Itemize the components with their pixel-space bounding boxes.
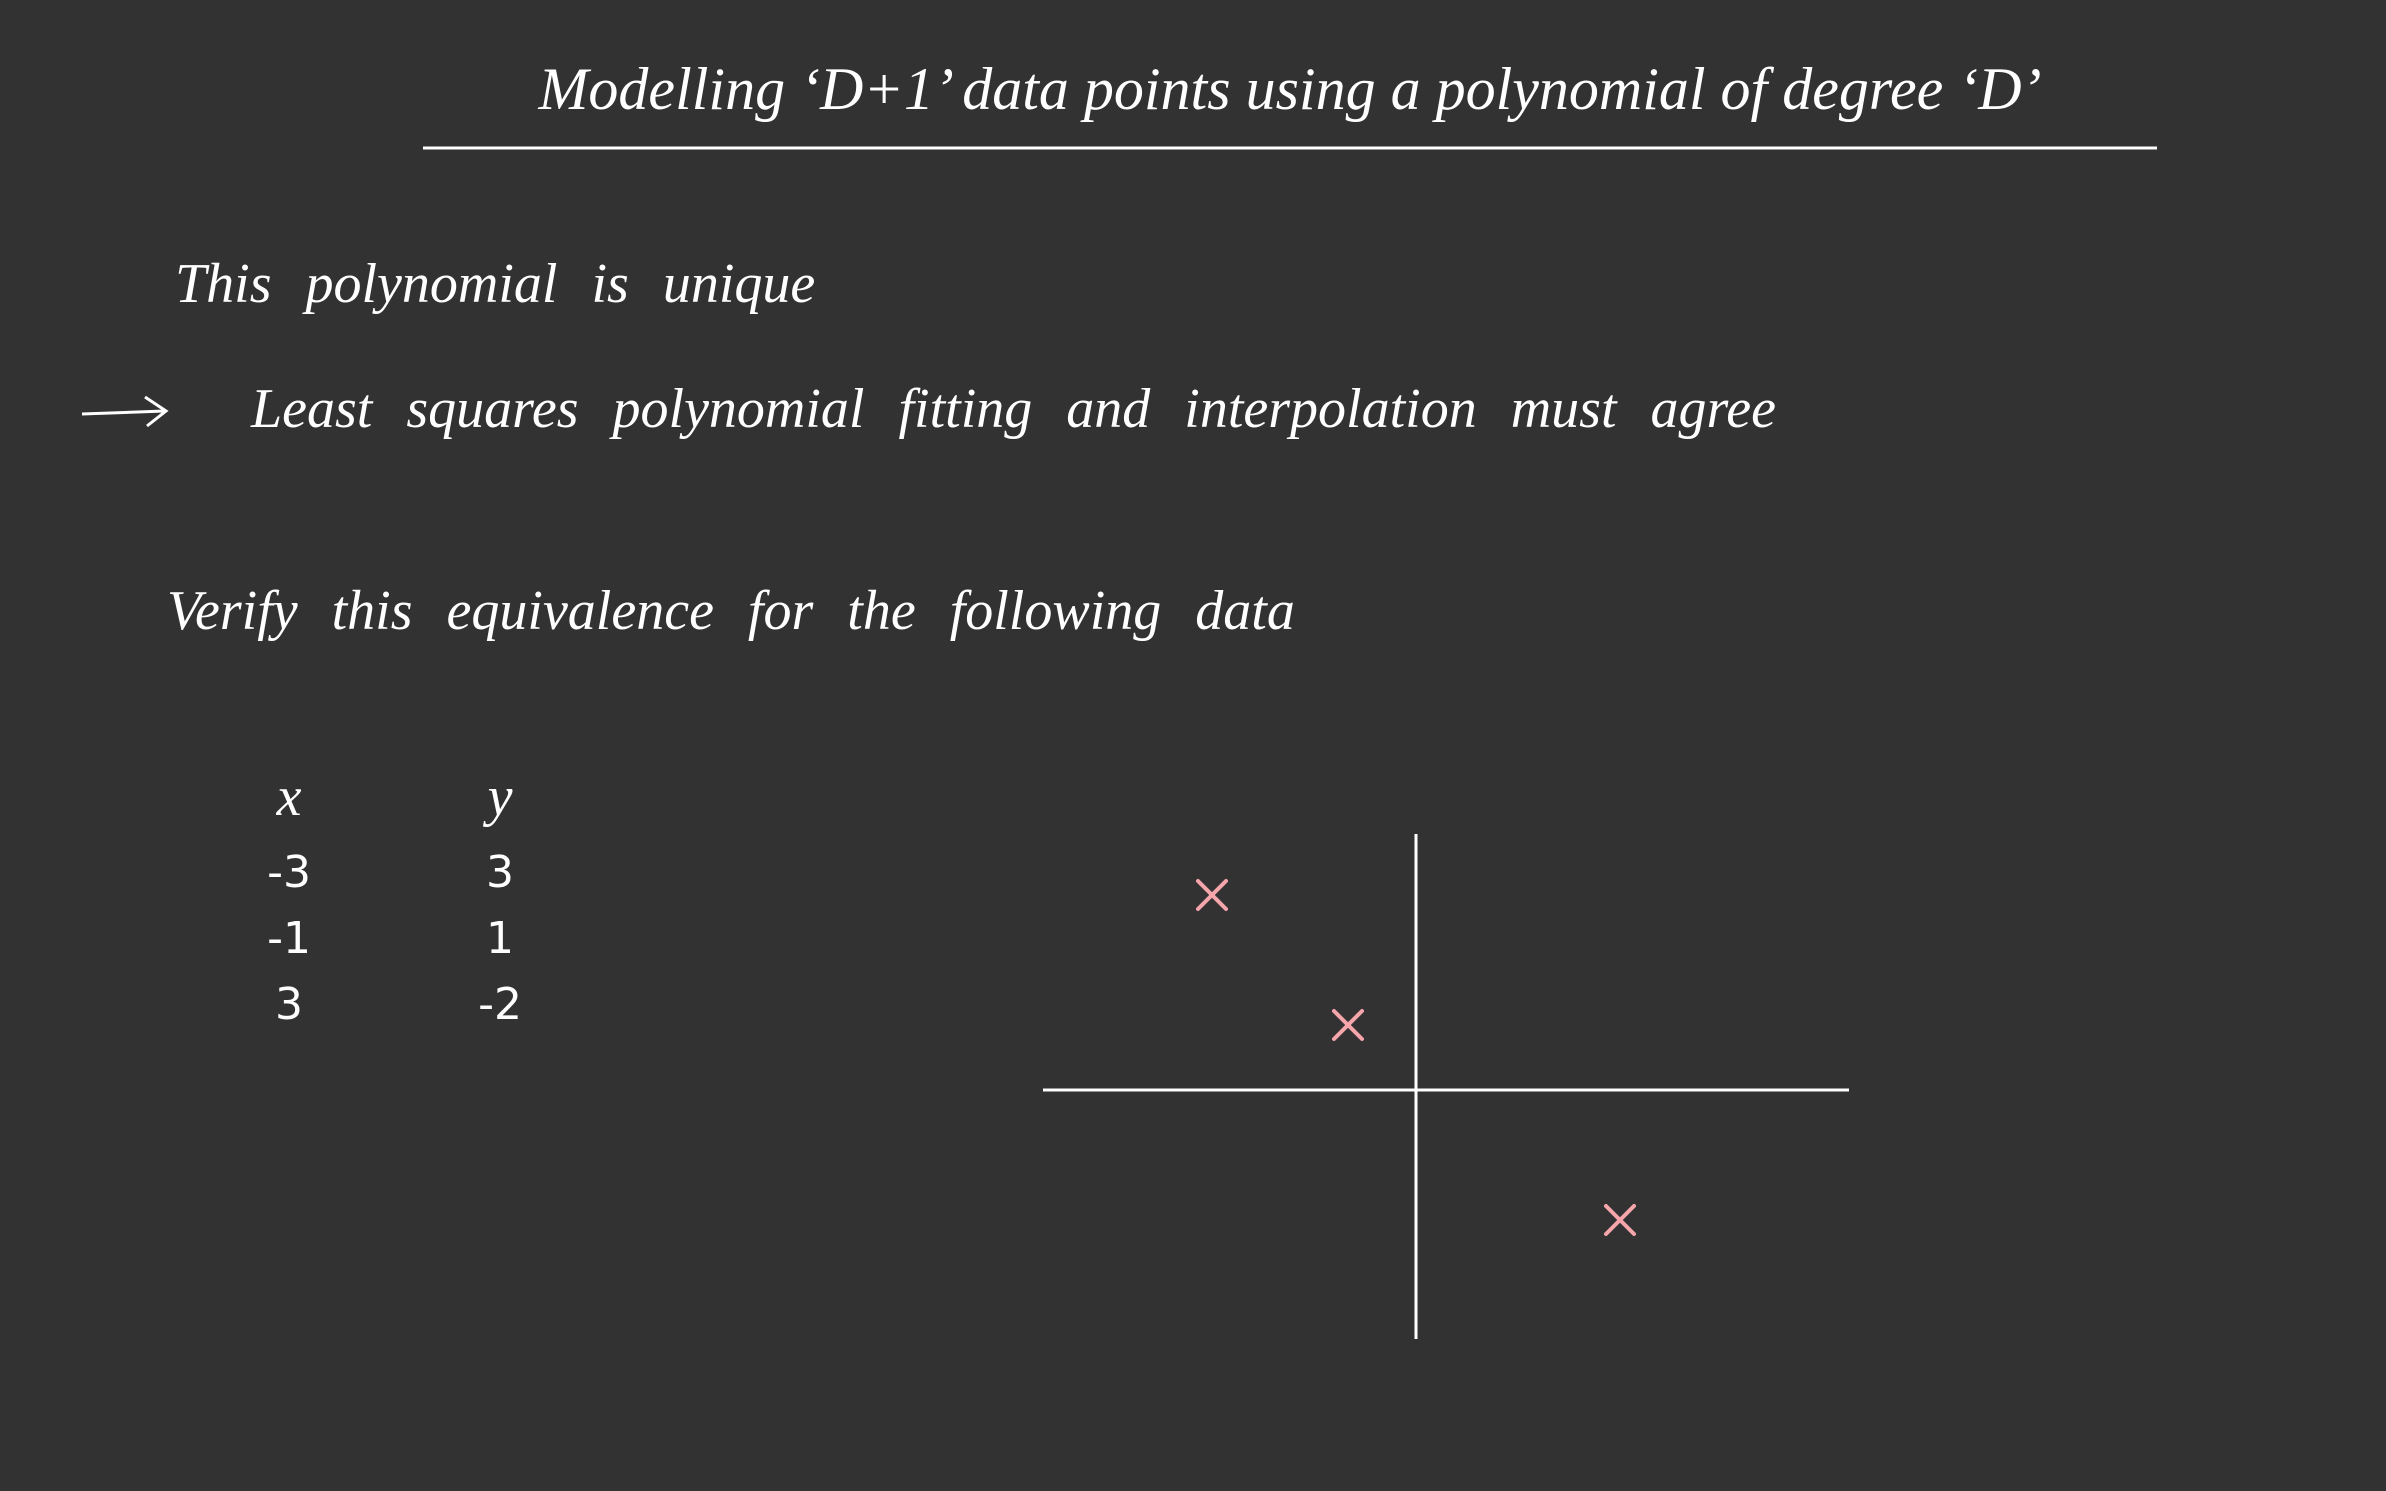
data-cross — [1196, 879, 1228, 911]
table-cell: 3 — [486, 847, 514, 898]
task: Verify this equivalence for the followin… — [167, 580, 1295, 642]
data-cross — [1604, 1204, 1636, 1236]
table-header: x — [276, 766, 302, 828]
statement: Least squares polynomial fitting and int… — [250, 378, 1776, 440]
table-header: y — [483, 766, 513, 828]
axes — [1043, 834, 1849, 1339]
title: Modelling ‘D+1’ data points using a poly… — [537, 56, 2041, 122]
table-cell: -3 — [267, 847, 311, 898]
table-cell: 1 — [486, 913, 514, 964]
table-cell: -2 — [478, 979, 522, 1030]
data-cross — [1332, 1009, 1364, 1041]
arrow — [81, 395, 169, 428]
cross-stroke — [1196, 879, 1228, 911]
cross-stroke — [1332, 1009, 1364, 1041]
table-cell: -1 — [267, 913, 311, 964]
statement: This polynomial is unique — [175, 253, 815, 315]
table-cell: 3 — [275, 979, 303, 1030]
cross-stroke — [1604, 1204, 1636, 1236]
